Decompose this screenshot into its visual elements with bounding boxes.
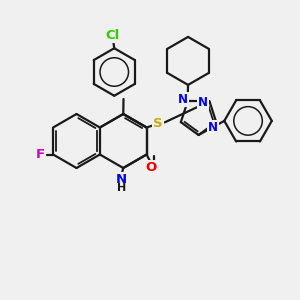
Text: N: N [116, 173, 127, 186]
Text: N: N [208, 121, 218, 134]
Text: N: N [178, 93, 188, 106]
Text: Cl: Cl [106, 29, 120, 42]
Text: O: O [146, 160, 157, 174]
Text: F: F [36, 148, 45, 161]
Text: S: S [153, 117, 163, 130]
Text: N: N [198, 96, 208, 110]
Text: H: H [117, 183, 126, 194]
